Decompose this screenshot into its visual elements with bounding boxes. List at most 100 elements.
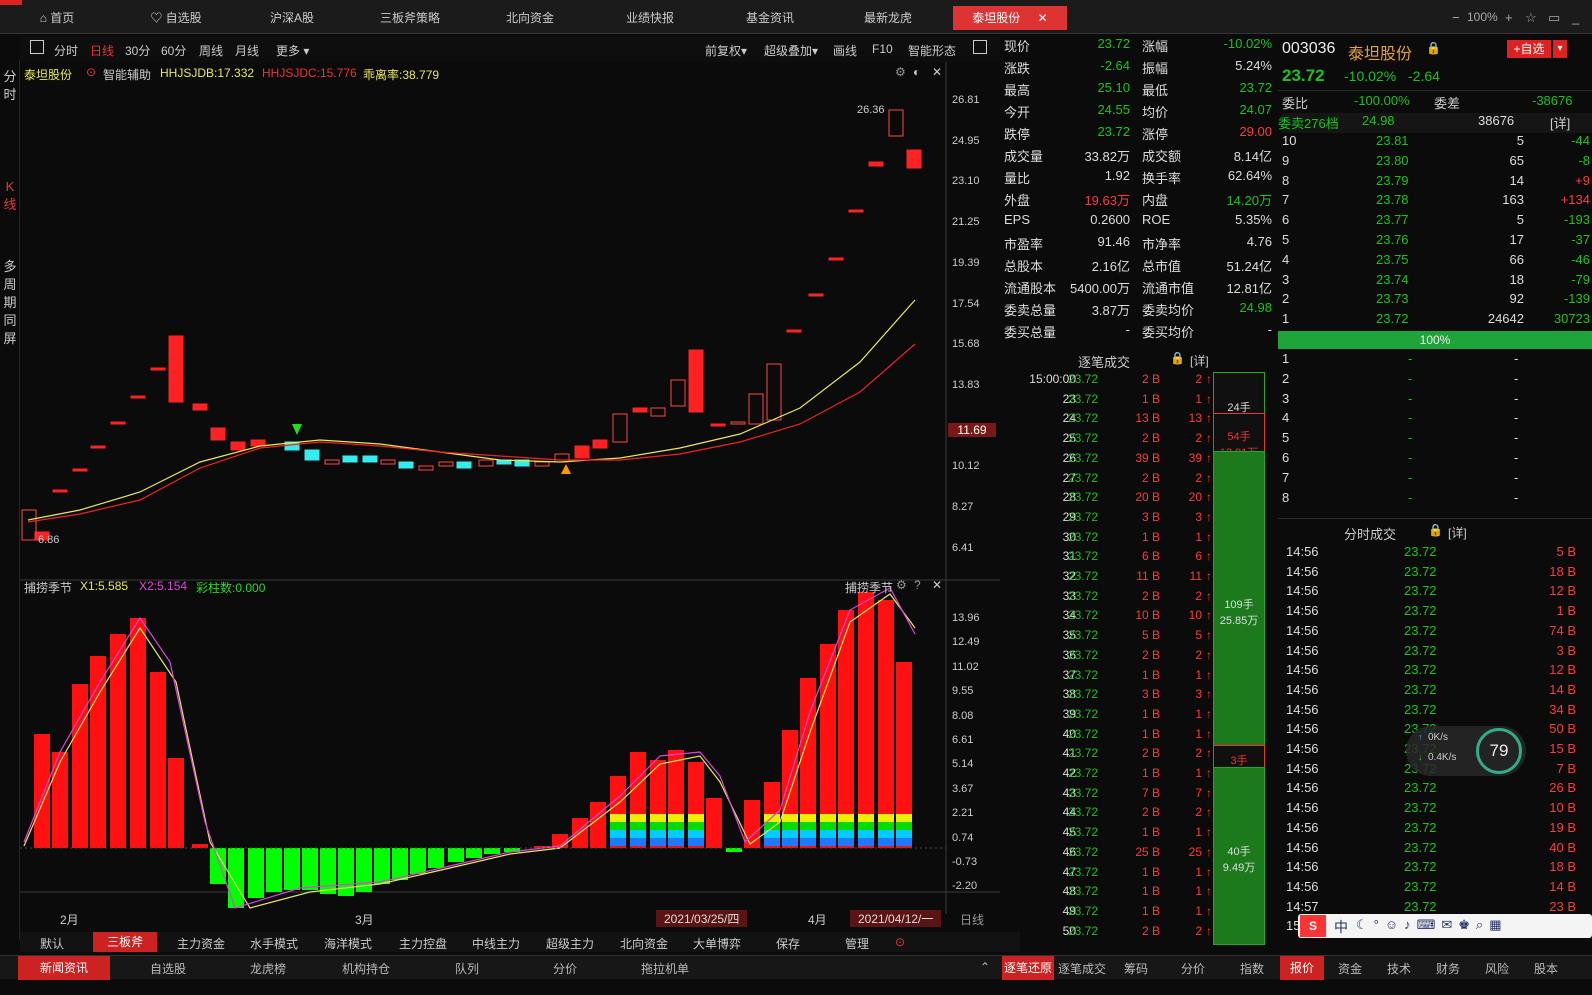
quote-tab[interactable]: 技术 [1387, 962, 1412, 976]
quote-tab[interactable]: 风险 [1485, 962, 1510, 976]
period-intraday[interactable]: 分时 [54, 44, 79, 58]
f10-button[interactable]: F10 [872, 42, 893, 56]
indicator-tab[interactable]: 保存 [776, 937, 801, 951]
fen-time: 14:56 [1286, 701, 1319, 717]
overlay-dropdown[interactable]: 超级叠加▾ [764, 42, 818, 59]
tape-tab[interactable]: 分价 [1181, 962, 1206, 976]
close-icon[interactable]: ✕ [932, 65, 943, 79]
kline-chart[interactable]: 泰坦股份 ⊙ 智能辅助 HHJSJDB:17.332 HHJSJDC:15.77… [20, 62, 1000, 927]
quote-tab[interactable]: 报价 [1280, 956, 1325, 980]
ime-mode[interactable]: 中 [1334, 919, 1348, 935]
indicator-tab[interactable]: 主力资金 [177, 937, 226, 951]
chart-canvas[interactable] [20, 62, 1000, 914]
ask-detail[interactable]: [详] [1550, 116, 1571, 131]
tape-vol: 2 B [1141, 746, 1160, 761]
indicator-tab[interactable]: 默认 [40, 937, 65, 951]
tape-tab[interactable]: 筹码 [1124, 962, 1149, 976]
color-band [896, 822, 912, 830]
tab-taitan[interactable]: 泰坦股份 ✕ [953, 6, 1067, 30]
star-icon[interactable]: ☆ [1525, 10, 1537, 25]
tab-watchlist[interactable]: ♡ 自选股 [145, 6, 207, 30]
lock-icon[interactable]: 🔒 [1426, 41, 1441, 55]
more-dropdown[interactable]: 更多 ▾ [276, 42, 309, 59]
help-icon[interactable]: ? [914, 578, 921, 592]
indicator-tab[interactable]: 主力控盘 [399, 937, 448, 951]
quote-label: 市盈率 [1004, 237, 1044, 252]
tape-tab[interactable]: 指数 [1240, 962, 1265, 976]
footer-tab[interactable]: 分价 [553, 962, 578, 976]
tape-tab[interactable]: 逐笔还原 [1002, 956, 1055, 980]
adjust-dropdown[interactable]: 前复权▾ [705, 42, 747, 59]
tape-row: 48 23.72 1 B 1 ↑ [1000, 884, 1214, 903]
tape-price: 23.72 [1068, 549, 1099, 564]
tab-sanbanfu[interactable]: 三板斧策略 [379, 11, 440, 25]
tape-price: 23.72 [1068, 706, 1099, 721]
tape-detail[interactable]: [详] [1190, 354, 1209, 368]
footer-tab[interactable]: 拖拉机单 [641, 962, 690, 976]
indicator-tab[interactable]: 北向资金 [620, 937, 669, 951]
sub-close-icon[interactable]: ✕ [932, 578, 943, 592]
sogou-icon[interactable]: S [1300, 915, 1326, 937]
tab-earnings[interactable]: 业绩快报 [625, 11, 674, 25]
panel-toggle-icon[interactable] [973, 40, 987, 54]
quote-tab[interactable]: 股本 [1534, 962, 1559, 976]
zoom-out-icon[interactable]: − [1452, 10, 1460, 25]
zoom-in-icon[interactable]: + [1505, 10, 1513, 25]
quote-label: 流通市值 [1142, 281, 1195, 296]
side-tab-multi-period[interactable]: 多周期同屏 [3, 259, 17, 346]
assist-label[interactable]: 智能辅助 [103, 68, 152, 82]
footer-tab[interactable]: 自选股 [150, 962, 187, 976]
period-daily[interactable]: 日线 [90, 44, 115, 58]
quote-tab[interactable]: 资金 [1338, 962, 1363, 976]
monitor-icon[interactable]: ▭ [1548, 10, 1561, 25]
tape-tab[interactable]: 逐笔成交 [1058, 962, 1107, 976]
candle [848, 209, 864, 213]
side-tab-kline[interactable]: K线 [3, 179, 17, 212]
indicator-tab[interactable]: 海洋模式 [324, 937, 373, 951]
toggle-icon[interactable]: ◐ [913, 65, 921, 79]
minimize-icon[interactable]: _ [1572, 10, 1580, 25]
close-icon[interactable]: ✕ [1037, 11, 1048, 25]
indicator-tab[interactable]: 中线主力 [472, 937, 521, 951]
chevron-up-icon[interactable]: ⌃ [980, 960, 991, 974]
indicator-tab[interactable]: 管理 [845, 937, 870, 951]
tab-northbound[interactable]: 北向资金 [505, 11, 554, 25]
tab-hs-a[interactable]: 沪深A股 [269, 11, 314, 25]
period-30min[interactable]: 30分 [125, 44, 151, 58]
smart-pattern-button[interactable]: 智能形态 [908, 44, 957, 58]
layout-icon[interactable] [30, 40, 44, 54]
color-band [800, 830, 816, 838]
quote-tab[interactable]: 财务 [1436, 962, 1461, 976]
dropdown-icon[interactable]: ▾ [1553, 40, 1567, 58]
collapse-icon[interactable]: ⊙ [895, 935, 906, 949]
color-band [610, 838, 626, 846]
period-monthly[interactable]: 月线 [235, 44, 260, 58]
fen-detail[interactable]: [详] [1448, 526, 1467, 540]
indicator-tab[interactable]: 水手模式 [250, 937, 299, 951]
tab-home[interactable]: ⌂ 首页 [32, 6, 82, 30]
settings-icon[interactable]: ⚙ [895, 65, 906, 79]
footer-tab[interactable]: 新闻资讯 [18, 956, 111, 980]
footer-tab[interactable]: 队列 [455, 962, 480, 976]
caret-down-icon: ▾ [741, 44, 748, 58]
lock-icon[interactable]: 🔒 [1170, 351, 1185, 365]
ime-icons[interactable]: ☾°☺♪⌨✉♚⌕▦ [1356, 917, 1508, 932]
tab-dragon-tiger[interactable]: 最新龙虎 [863, 11, 912, 25]
indicator-tab[interactable]: 超级主力 [546, 937, 595, 951]
tape-time: 30 [1062, 529, 1076, 544]
side-tab-intraday[interactable]: 分时 [3, 69, 17, 102]
lock-icon[interactable]: 🔒 [1428, 523, 1443, 537]
sub-settings-icon[interactable]: ⚙ [896, 578, 907, 592]
indicator-tab[interactable]: 大单博弈 [693, 937, 742, 951]
tab-fund-news[interactable]: 基金资讯 [745, 11, 794, 25]
period-60min[interactable]: 60分 [161, 44, 187, 58]
arrow-up-icon: ↑ [1206, 805, 1212, 820]
footer-tab[interactable]: 龙虎榜 [250, 962, 287, 976]
assist-icon[interactable]: ⊙ [86, 65, 97, 79]
tape-count: 6 [1195, 549, 1202, 564]
add-watch-button[interactable]: +自选 [1507, 40, 1551, 58]
footer-tab[interactable]: 机构持仓 [342, 962, 391, 976]
period-weekly[interactable]: 周线 [199, 44, 224, 58]
indicator-tab[interactable]: 三板斧 [93, 932, 158, 952]
draw-line-button[interactable]: 画线 [833, 44, 858, 58]
